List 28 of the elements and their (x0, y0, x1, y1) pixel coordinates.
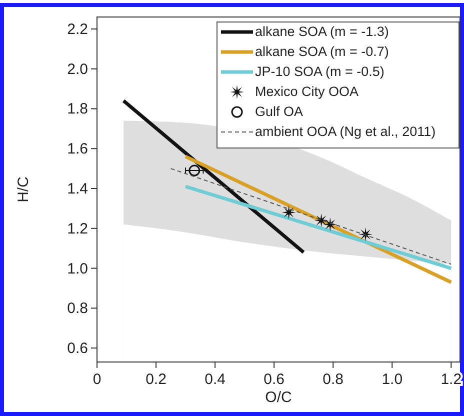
point (323, 217, 338, 232)
legend-label: alkane SOA (m = -0.7) (255, 44, 389, 59)
x-tick-label: 0.2 (146, 371, 166, 388)
point (282, 205, 296, 220)
y-tick-label: 1.0 (67, 260, 88, 278)
y-tick-label: 1.8 (67, 100, 88, 118)
point (188, 164, 200, 176)
x-tick-label: 0 (92, 371, 102, 388)
y-tick-label: 1.6 (67, 140, 88, 158)
x-tick-label: 0.6 (264, 371, 285, 388)
x-axis-title: O/C (265, 389, 292, 406)
x-tick-label: 1.0 (382, 371, 403, 388)
y-tick-label: 2.0 (67, 60, 88, 78)
legend-label: Mexico City OOA (255, 84, 359, 99)
legend-label: JP-10 SOA (m = -0.5) (255, 64, 384, 79)
point (314, 213, 328, 228)
y-tick-label: 1.2 (67, 220, 88, 238)
y-tick-label: 2.2 (67, 20, 88, 38)
point (358, 227, 373, 242)
legend-label: ambient OOA (Ng et al., 2011) (255, 124, 436, 139)
legend-label: Gulf OA (255, 104, 304, 119)
x-tick-label: 0.4 (204, 371, 226, 388)
y-axis-title: H/C (15, 176, 32, 202)
y-tick-label: 0.8 (67, 300, 88, 318)
x-tick-label: 0.8 (322, 371, 344, 388)
y-tick-label: 1.4 (67, 180, 88, 198)
y-tick-label: 0.6 (67, 340, 88, 358)
legend-label: alkane SOA (m = -1.3) (255, 24, 389, 39)
